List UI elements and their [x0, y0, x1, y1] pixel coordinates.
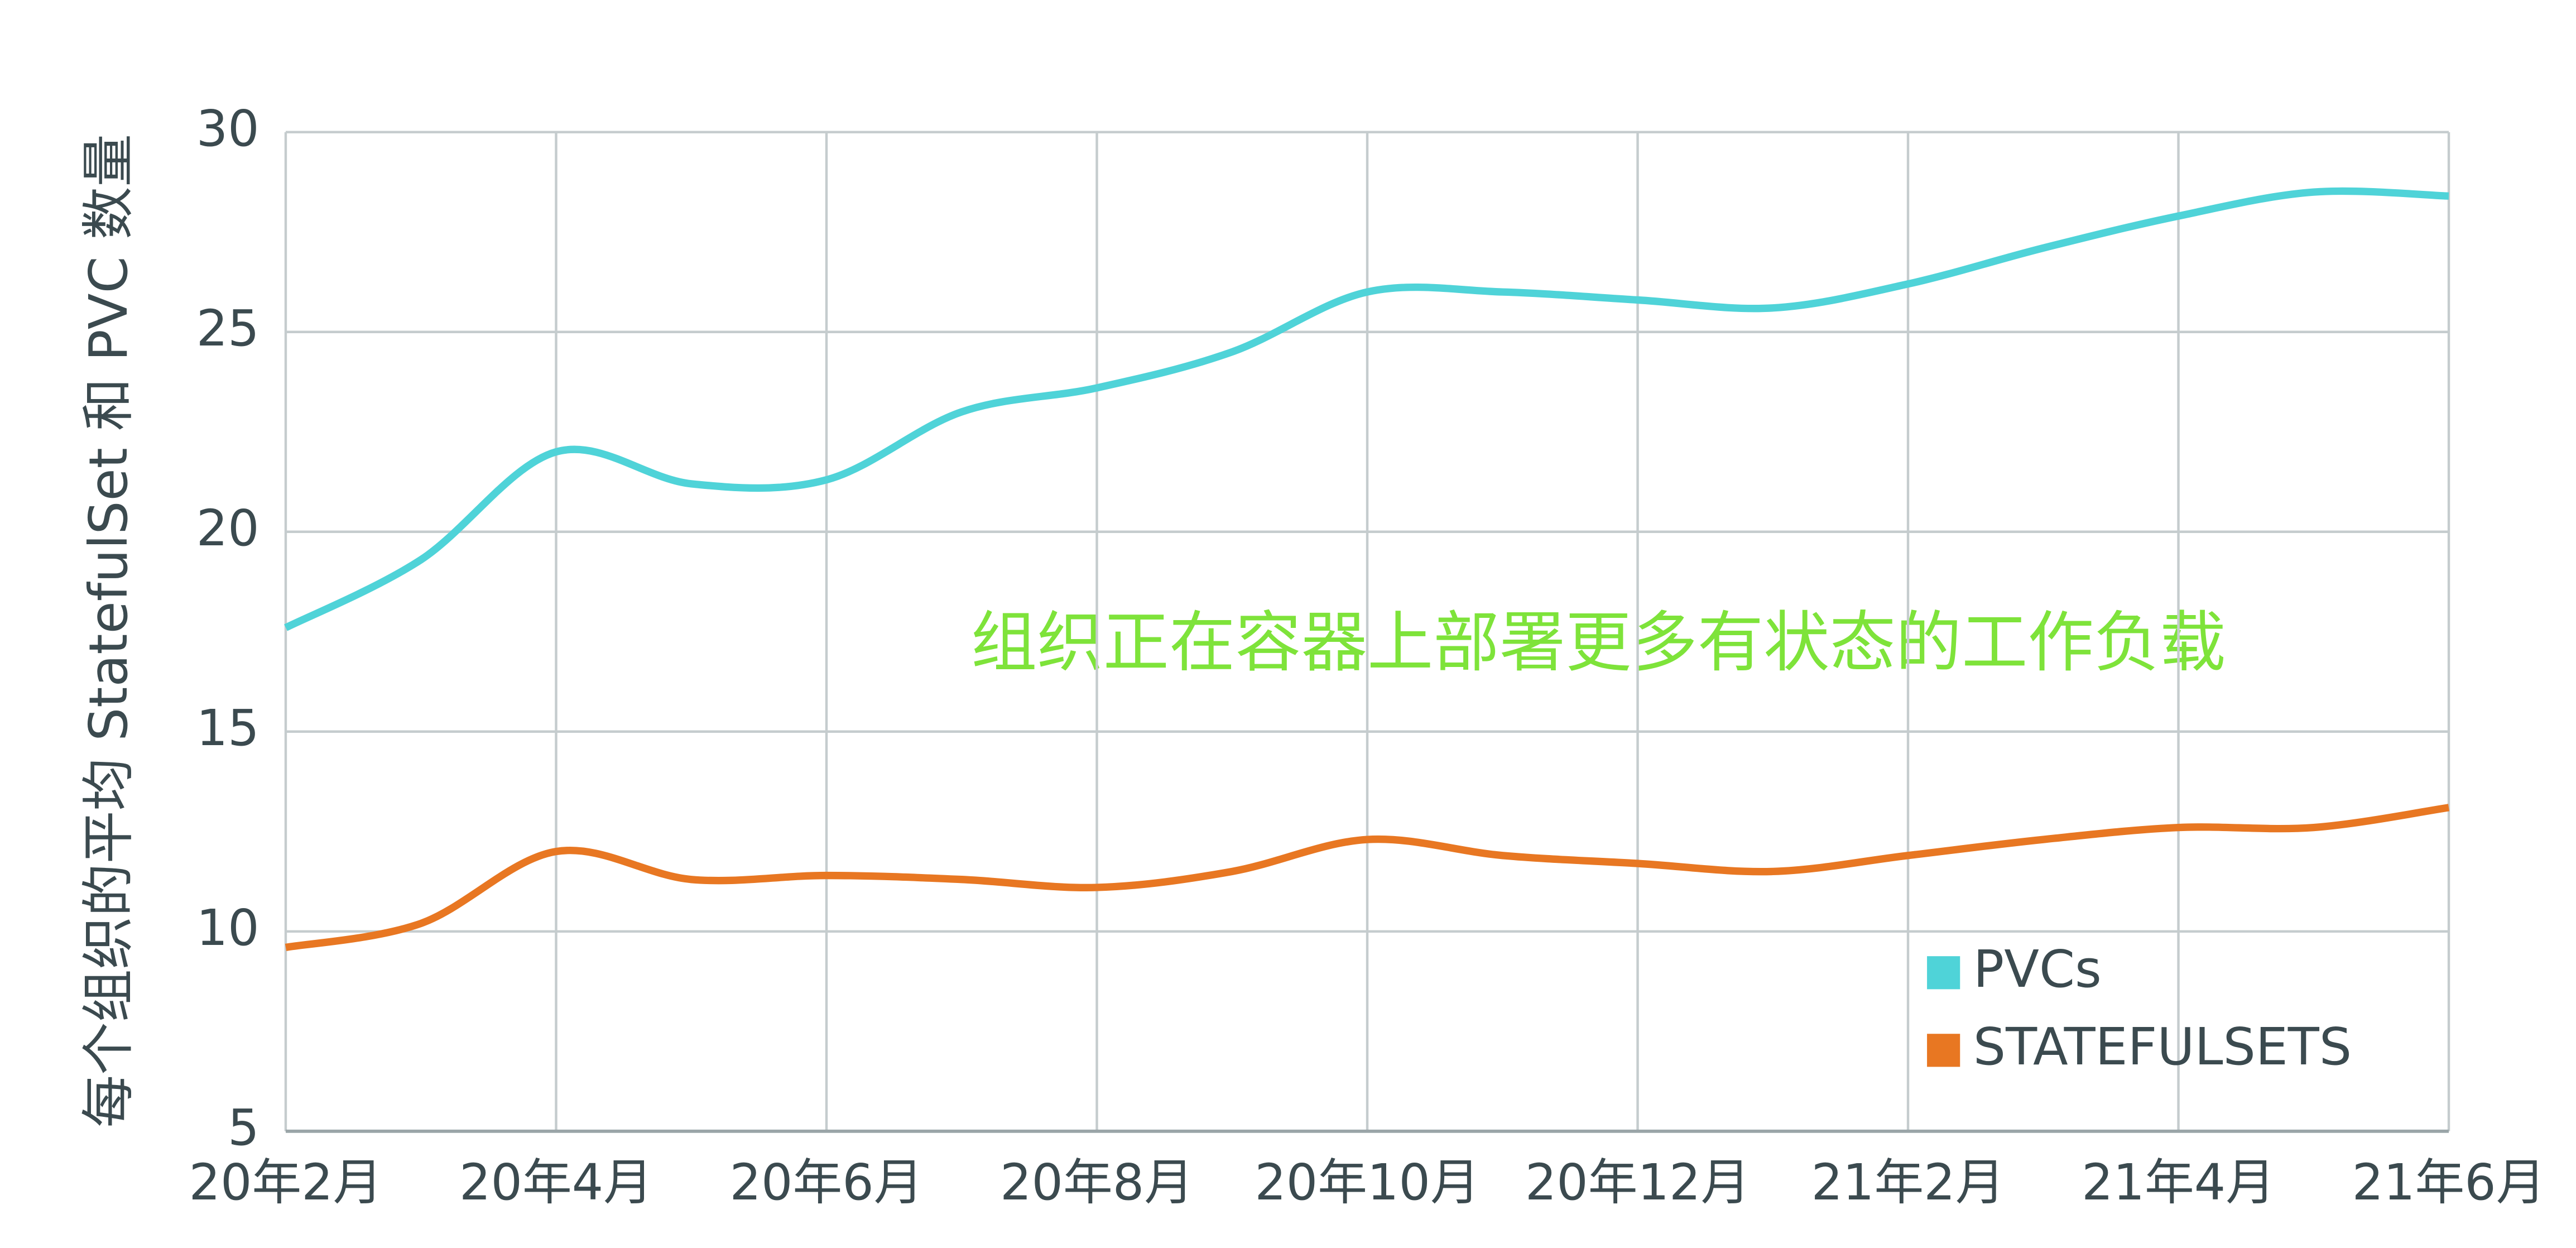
x-tick-label: 21年2月 — [1811, 1154, 2005, 1211]
legend-label: STATEFULSETS — [1973, 1017, 2352, 1077]
legend-swatch — [1927, 956, 1960, 990]
x-tick-label: 21年6月 — [2352, 1154, 2546, 1211]
legend-swatch — [1927, 1034, 1960, 1067]
y-tick-label: 15 — [196, 699, 259, 757]
x-tick-label: 20年12月 — [1525, 1154, 1750, 1211]
y-tick-label: 20 — [196, 500, 259, 557]
x-tick-label: 21年4月 — [2082, 1154, 2275, 1211]
x-tick-label: 20年4月 — [459, 1154, 653, 1211]
annotation: 组织正在容器上部署更多有状态的工作负载 — [971, 604, 2226, 681]
y-axis-label: 每个组织的平均 StatefulSet 和 PVC 数量 — [78, 134, 140, 1128]
x-tick-label: 20年8月 — [1000, 1154, 1194, 1211]
x-tick-label: 20年2月 — [189, 1154, 383, 1211]
y-tick-label: 25 — [196, 300, 259, 357]
line-series — [285, 804, 2450, 951]
x-tick-label: 20年10月 — [1255, 1154, 1479, 1211]
line-series — [283, 187, 2449, 631]
y-tick-label: 5 — [228, 1099, 259, 1156]
x-tick-label: 20年6月 — [730, 1154, 924, 1211]
y-tick-label: 30 — [196, 100, 259, 157]
y-tick-label: 10 — [196, 899, 259, 957]
legend-label: PVCs — [1973, 939, 2102, 999]
